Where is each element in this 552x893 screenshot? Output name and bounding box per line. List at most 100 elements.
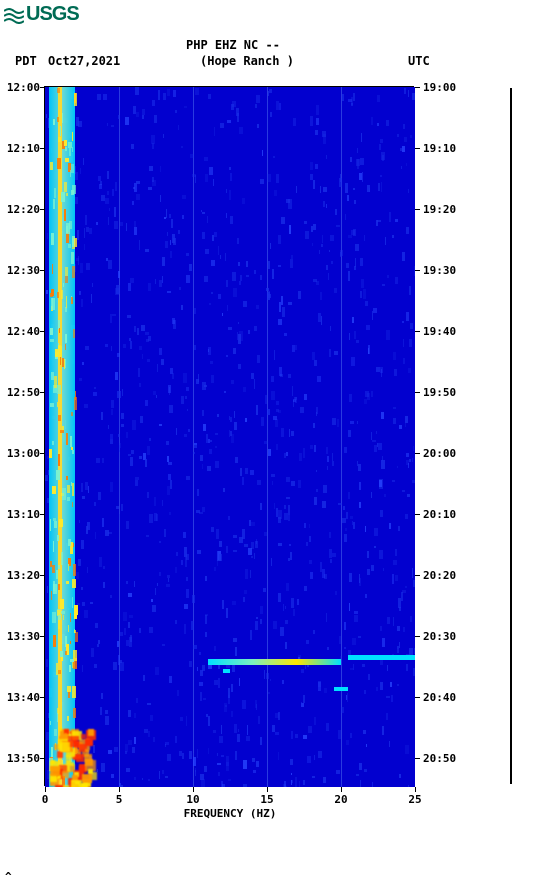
- speckle-cell: [291, 255, 293, 259]
- speckle-cell: [330, 326, 331, 331]
- speckle-cell: [289, 225, 291, 233]
- speckle-cell: [186, 253, 188, 256]
- speckle-cell: [47, 498, 49, 503]
- band-striation: [57, 610, 61, 616]
- speckle-cell: [46, 732, 48, 740]
- speckle-cell: [275, 713, 278, 719]
- speckle-cell: [94, 664, 97, 669]
- speckle-cell: [292, 345, 295, 352]
- speckle-cell: [176, 428, 178, 435]
- band-striation: [59, 328, 60, 333]
- speckle-cell: [243, 760, 247, 769]
- speckle-cell: [64, 118, 68, 122]
- speckle-cell: [187, 409, 188, 411]
- speckle-cell: [126, 768, 130, 771]
- speckle-cell: [344, 647, 346, 649]
- speckle-cell: [381, 369, 382, 377]
- speckle-cell: [366, 325, 370, 330]
- tick-mark: [341, 787, 342, 792]
- speckle-cell: [256, 95, 260, 103]
- speckle-cell: [253, 770, 256, 773]
- speckle-cell: [202, 410, 205, 416]
- hot-blob: [85, 760, 96, 771]
- speckle-cell: [322, 131, 326, 137]
- speckle-cell: [354, 200, 356, 204]
- speckle-cell: [244, 590, 247, 594]
- speckle-cell: [81, 483, 82, 492]
- y-tick-left: 13:10: [0, 508, 40, 521]
- speckle-cell: [382, 456, 383, 461]
- speckle-cell: [288, 515, 290, 521]
- hot-blob: [79, 784, 85, 787]
- speckle-cell: [288, 558, 290, 561]
- speckle-cell: [349, 603, 350, 611]
- speckle-cell: [213, 730, 216, 733]
- tick-mark: [415, 392, 420, 393]
- speckle-cell: [128, 710, 131, 717]
- y-tick-right: 20:50: [423, 752, 463, 765]
- band-striation: [51, 306, 53, 311]
- speckle-cell: [69, 598, 73, 607]
- speckle-cell: [394, 369, 396, 376]
- speckle-cell: [107, 191, 109, 195]
- speckle-cell: [386, 330, 390, 340]
- speckle-cell: [307, 659, 308, 667]
- speckle-cell: [285, 786, 287, 787]
- speckle-cell: [395, 277, 399, 284]
- band-striation: [70, 542, 73, 554]
- speckle-cell: [331, 261, 333, 264]
- band-striation: [70, 436, 72, 447]
- speckle-cell: [52, 360, 54, 366]
- hot-blob: [83, 786, 90, 787]
- speckle-cell: [71, 92, 74, 99]
- speckle-cell: [165, 776, 169, 778]
- speckle-cell: [237, 734, 240, 743]
- speckle-cell: [224, 703, 227, 712]
- speckle-cell: [128, 283, 131, 291]
- speckle-cell: [357, 148, 358, 154]
- speckle-cell: [330, 235, 334, 242]
- speckle-cell: [260, 275, 262, 280]
- speckle-cell: [413, 668, 415, 676]
- speckle-cell: [398, 598, 401, 608]
- speckle-cell: [57, 158, 59, 166]
- speckle-cell: [149, 514, 153, 524]
- band-striation: [50, 757, 52, 769]
- speckle-cell: [199, 652, 201, 655]
- band-striation: [65, 276, 68, 283]
- speckle-cell: [194, 443, 197, 446]
- speckle-cell: [316, 412, 318, 416]
- speckle-cell: [299, 453, 303, 461]
- speckle-cell: [89, 756, 92, 764]
- speckle-cell: [128, 454, 131, 456]
- speckle-cell: [242, 198, 245, 204]
- band-striation: [65, 651, 67, 655]
- speckle-cell: [135, 477, 139, 480]
- speckle-cell: [121, 413, 124, 418]
- band-striation: [52, 264, 53, 274]
- band-striation: [60, 651, 63, 657]
- speckle-cell: [367, 185, 370, 193]
- speckle-cell: [162, 770, 164, 773]
- speckle-cell: [368, 348, 369, 354]
- band-striation: [50, 403, 54, 408]
- speckle-cell: [312, 352, 315, 360]
- speckle-cell: [63, 302, 67, 308]
- spectral-line: [58, 87, 62, 787]
- speckle-cell: [110, 314, 113, 324]
- band-striation: [61, 192, 65, 202]
- y-tick-left: 12:30: [0, 264, 40, 277]
- speckle-cell: [309, 560, 312, 564]
- speckle-cell: [260, 737, 262, 745]
- speckle-cell: [198, 374, 200, 382]
- speckle-cell: [276, 401, 279, 406]
- band-striation: [73, 766, 74, 775]
- band-striation: [57, 292, 59, 298]
- speckle-cell: [399, 774, 402, 777]
- speckle-cell: [155, 588, 157, 594]
- speckle-cell: [229, 416, 230, 419]
- speckle-cell: [305, 664, 306, 669]
- speckle-cell: [321, 244, 323, 247]
- speckle-cell: [226, 546, 228, 553]
- speckle-cell: [168, 578, 169, 582]
